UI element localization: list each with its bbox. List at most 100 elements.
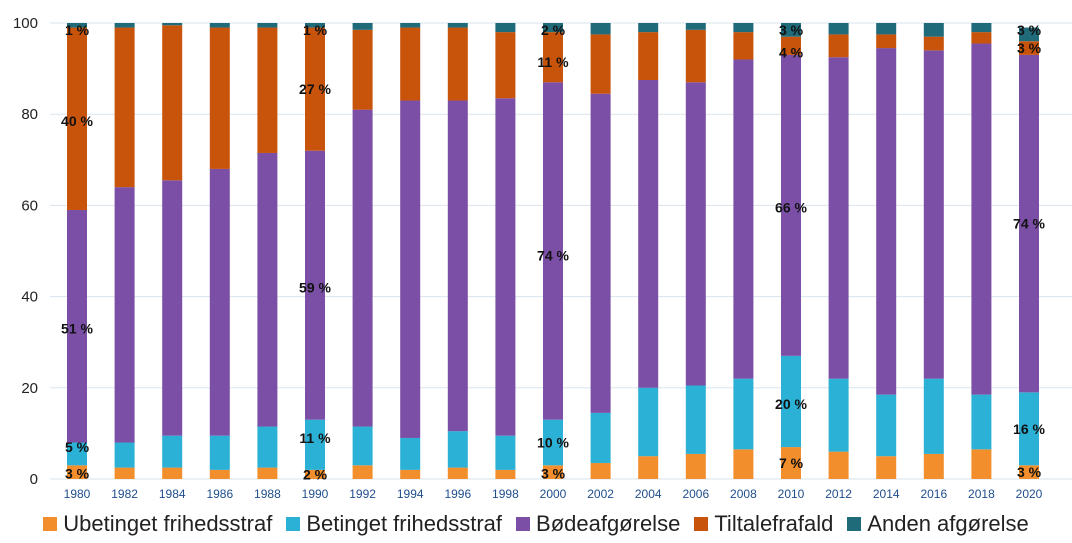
bar-segment xyxy=(400,23,421,28)
bar-segment xyxy=(447,100,468,432)
bar-segment xyxy=(638,32,659,80)
bar-segment xyxy=(495,435,516,470)
bar-segment xyxy=(543,32,563,83)
legend-item: Ubetinget frihedsstraf xyxy=(43,511,272,537)
data-label: 2 % xyxy=(541,22,566,38)
data-label: 4 % xyxy=(779,45,804,61)
bar-segment xyxy=(1019,41,1039,55)
bar-segment xyxy=(257,426,278,468)
x-tick-label: 2000 xyxy=(540,487,567,500)
x-tick-label: 2004 xyxy=(635,487,662,500)
bar-segment xyxy=(352,109,373,427)
data-label: 3 % xyxy=(779,22,804,38)
bar-segment xyxy=(67,209,87,443)
bar-segment xyxy=(257,467,278,479)
bar-segment xyxy=(447,431,468,468)
x-tick-label: 1998 xyxy=(492,487,519,500)
bar-segment xyxy=(495,23,516,33)
bar-segment xyxy=(1019,392,1039,466)
data-label: 40 % xyxy=(61,113,93,129)
bar-segment xyxy=(352,426,373,466)
bar-segment xyxy=(638,23,659,33)
data-label: 51 % xyxy=(61,321,93,337)
bar-segment xyxy=(638,387,659,457)
bar-segment xyxy=(733,378,754,450)
bar-segment xyxy=(67,27,87,210)
y-tick-label: 80 xyxy=(21,106,38,123)
bar-segment xyxy=(162,435,183,468)
legend-swatch xyxy=(43,517,58,531)
bar-segment xyxy=(590,463,611,479)
x-tick-label: 1986 xyxy=(206,487,233,500)
bar-segment xyxy=(543,419,563,466)
bar-segment xyxy=(733,23,754,33)
y-tick-label: 100 xyxy=(13,15,38,32)
bar-segment xyxy=(1019,27,1039,42)
x-tick-label: 1996 xyxy=(444,487,471,500)
bar-segment xyxy=(305,469,325,479)
data-label: 3 % xyxy=(1017,464,1042,480)
bar-segment xyxy=(828,57,849,379)
bar-segment xyxy=(162,23,183,26)
legend-label: Betinget frihedsstraf xyxy=(306,511,503,536)
x-tick-label: 1982 xyxy=(111,487,138,500)
bar-segment xyxy=(923,50,944,379)
bar-segment xyxy=(495,469,516,479)
bar-segment xyxy=(876,34,897,49)
bar-segment xyxy=(67,23,87,28)
data-label: 3 % xyxy=(1017,22,1042,38)
bar-segment xyxy=(733,449,754,479)
bar-segment xyxy=(685,453,706,479)
bar-segment xyxy=(114,442,135,468)
bar-segment xyxy=(971,43,992,395)
bar-segment xyxy=(590,23,611,35)
x-tick-label: 1980 xyxy=(64,487,91,500)
bar-segment xyxy=(209,435,230,470)
bar-segment xyxy=(257,152,278,427)
legend-item: Anden afgørelse xyxy=(847,511,1029,537)
bar-segment xyxy=(495,98,516,436)
bar-segment xyxy=(733,59,754,379)
data-label: 3 % xyxy=(1017,40,1042,56)
legend: Ubetinget frihedsstraf Betinget frihedsst… xyxy=(0,508,1072,540)
bar-segment xyxy=(352,23,373,30)
bar-segment xyxy=(305,419,325,470)
x-tick-label: 2012 xyxy=(825,487,852,500)
data-label: 5 % xyxy=(65,439,90,455)
bar-segment xyxy=(971,23,992,33)
x-axis-ticks: 1980 1982 1984 1986 1988 1990 1992 1994 1996 1998… xyxy=(64,487,1043,500)
bar-segment xyxy=(733,32,754,60)
x-tick-label: 2010 xyxy=(778,487,805,500)
bar-segment xyxy=(305,27,325,151)
bar-segment xyxy=(209,23,230,28)
bar-segment xyxy=(400,437,421,470)
x-tick-label: 2018 xyxy=(968,487,995,500)
bar-segment xyxy=(67,442,87,466)
bar-segment xyxy=(828,23,849,35)
data-label: 27 % xyxy=(299,81,331,97)
bar-segment xyxy=(828,451,849,479)
data-label: 3 % xyxy=(541,466,566,482)
bar-segment xyxy=(447,27,468,101)
x-tick-label: 2016 xyxy=(920,487,947,500)
y-axis-ticks: 0 20 40 60 80 100 xyxy=(13,15,38,488)
y-tick-label: 60 xyxy=(21,197,38,214)
bar-segment xyxy=(876,456,897,479)
bar-segment xyxy=(923,23,944,37)
bar-segment xyxy=(923,453,944,479)
data-label: 1 % xyxy=(65,22,90,38)
legend-swatch xyxy=(286,517,301,531)
data-label: 11 % xyxy=(299,430,331,446)
bar-segment xyxy=(590,34,611,94)
data-label: 74 % xyxy=(537,248,569,264)
x-tick-label: 1988 xyxy=(254,487,281,500)
x-tick-label: 2002 xyxy=(587,487,614,500)
legend-label: Ubetinget frihedsstraf xyxy=(63,511,273,536)
bar-segment xyxy=(543,82,563,420)
bar-segment xyxy=(828,34,849,58)
data-label: 3 % xyxy=(65,466,90,482)
bar-segment xyxy=(828,378,849,452)
x-tick-label: 1990 xyxy=(302,487,329,500)
bar-segment xyxy=(685,385,706,454)
bar-segment xyxy=(400,27,421,101)
